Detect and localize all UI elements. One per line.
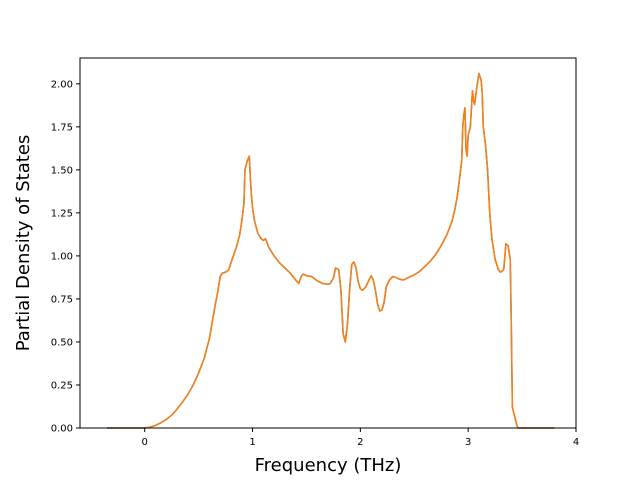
series-line-2 bbox=[106, 72, 555, 429]
plot-frame bbox=[79, 57, 577, 429]
x-tick-label: 1 bbox=[249, 437, 255, 448]
y-tick-label: 1.75 bbox=[51, 122, 73, 133]
y-tick-label: 1.25 bbox=[51, 208, 73, 219]
y-tick-label: 1.50 bbox=[51, 165, 73, 176]
x-axis-label: Frequency (THz) bbox=[255, 455, 402, 476]
y-tick-label: 0.75 bbox=[51, 294, 73, 305]
x-tick-label: 2 bbox=[357, 437, 363, 448]
y-axis-ticks: 0.00 0.25 0.50 0.75 1.00 1.25 1.50 1.75 2.00 bbox=[51, 79, 80, 435]
y-tick-label: 0.00 bbox=[51, 424, 73, 435]
x-axis-ticks: 0 1 2 3 4 bbox=[142, 428, 579, 448]
x-tick-label: 0 bbox=[142, 437, 148, 448]
y-tick-label: 1.00 bbox=[51, 251, 73, 262]
y-tick-label: 0.25 bbox=[51, 380, 73, 391]
y-tick-label: 0.50 bbox=[51, 337, 73, 348]
y-tick-label: 2.00 bbox=[51, 79, 73, 90]
y-axis-label: Partial Density of States bbox=[13, 135, 34, 352]
series-layer bbox=[106, 72, 555, 429]
x-tick-label: 4 bbox=[573, 437, 579, 448]
x-tick-label: 3 bbox=[465, 437, 471, 448]
